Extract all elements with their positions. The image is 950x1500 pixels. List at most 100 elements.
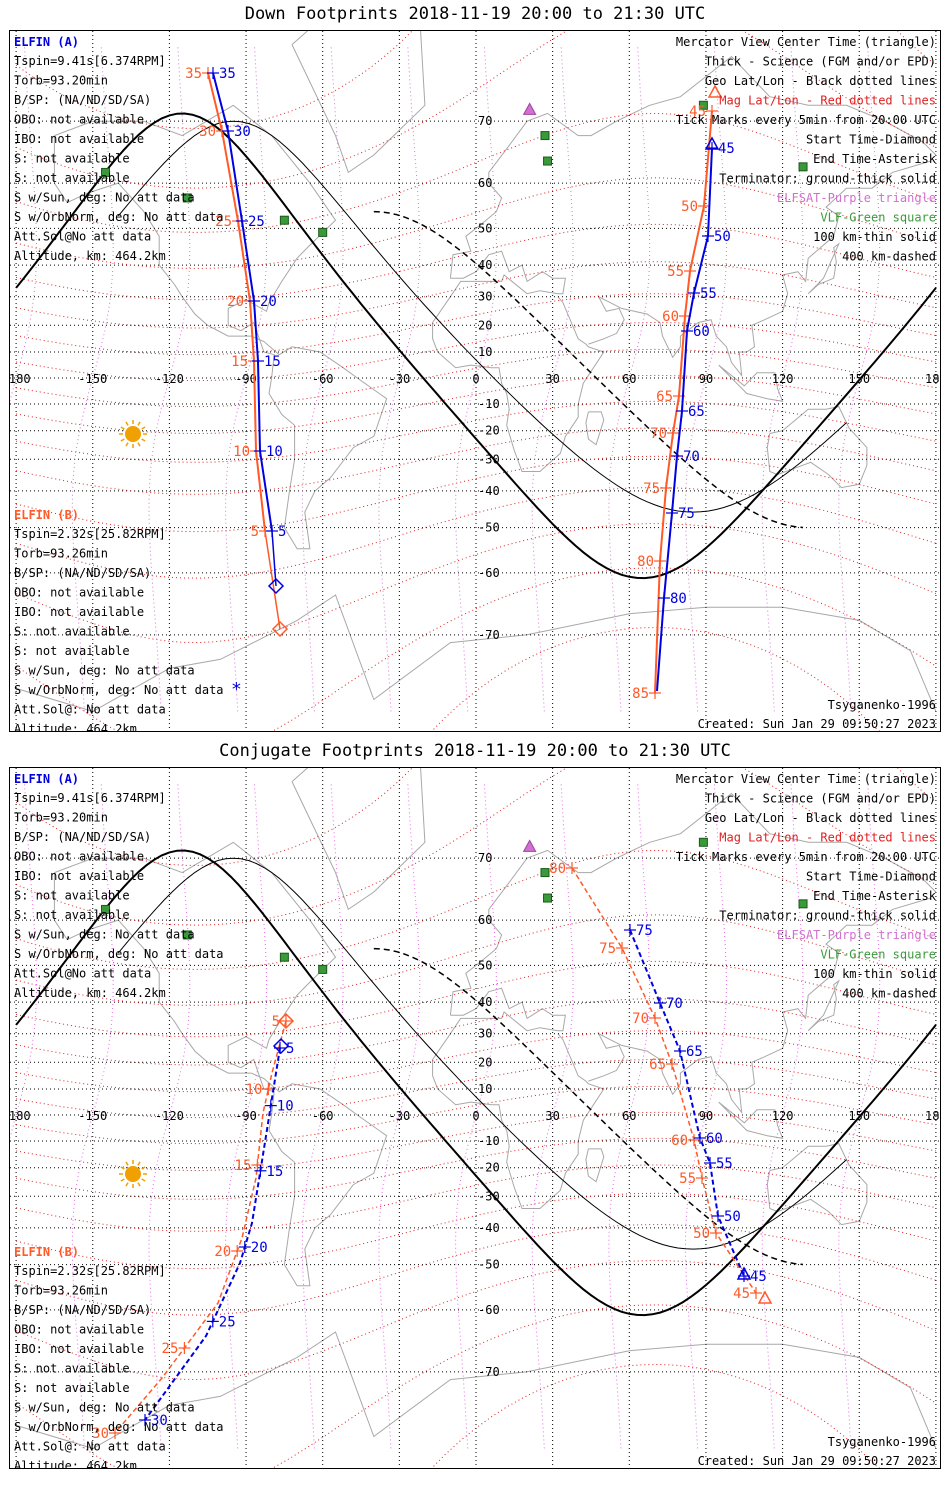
track-tick-label: 20 xyxy=(260,294,277,310)
coastline xyxy=(585,411,605,446)
legend-line: VLF-Green square xyxy=(820,948,936,962)
vlf-square xyxy=(279,952,289,962)
mag-parallel xyxy=(15,768,937,926)
elfin-a-start-diamond xyxy=(267,577,285,595)
vlf-square xyxy=(798,899,808,909)
mag-parallel xyxy=(15,223,937,301)
elfin-a-info-line: Tspin=9.41s[6.374RPM] xyxy=(14,791,166,805)
lat-label: -10 xyxy=(478,397,500,411)
track-tick-label: 10 xyxy=(266,444,283,460)
elfin-b-info-line: Torb=93.26min xyxy=(14,1284,108,1298)
legend-line: End Time-Asterisk xyxy=(813,889,937,903)
elfin-a-header: ELFIN (A) xyxy=(14,35,79,49)
lon-label: 120 xyxy=(772,1109,794,1123)
vlf-square xyxy=(543,156,553,166)
vlf-square xyxy=(318,964,328,974)
sun-ray xyxy=(120,438,125,442)
elfin-a-info-line: OBO: not available xyxy=(14,113,144,127)
elfin-a-info-line: Att.Sol@No att data xyxy=(14,967,151,981)
elfin-a-info-line: Tspin=9.41s[6.374RPM] xyxy=(14,54,166,68)
lat-label: -20 xyxy=(478,1161,500,1175)
elfin-a-center-triangle xyxy=(704,136,720,150)
model-label: Tsyganenko-1996 xyxy=(828,698,936,712)
lat-label: -30 xyxy=(478,1189,500,1203)
track-tick-label: 25 xyxy=(219,1314,236,1330)
lat-label: -50 xyxy=(478,521,500,535)
lon-label: -30 xyxy=(389,1109,411,1123)
legend-line: Mercator View Center Time (triangle) xyxy=(676,772,936,786)
coastline xyxy=(15,594,937,712)
elfin-b-info-line: Att.Sol@: No att data xyxy=(14,1440,166,1454)
model-label: Tsyganenko-1996 xyxy=(828,1435,936,1449)
elfsat-triangle xyxy=(522,102,537,115)
sun-ray xyxy=(141,438,146,442)
lat-label: -20 xyxy=(478,424,500,438)
elfin-b-info-line: S: not available xyxy=(14,644,130,658)
coastline xyxy=(807,979,841,1032)
elfin-a-info-line: Torb=93.20min xyxy=(14,74,108,88)
track-tick-label: 70 xyxy=(632,1011,649,1027)
elfin-a-info-line: Altitude, km: 464.2km xyxy=(14,986,166,1000)
lon-label: -90 xyxy=(235,372,257,386)
lat-label: 20 xyxy=(478,1055,492,1069)
track-tick-label: 5 xyxy=(251,524,259,540)
mag-parallel xyxy=(15,914,937,1006)
mag-parallel xyxy=(15,1224,937,1316)
track-tick-label: 50 xyxy=(681,199,698,215)
lat-label: -30 xyxy=(478,452,500,466)
lat-label: 50 xyxy=(478,958,492,972)
sun-ray xyxy=(125,442,129,447)
lat-label: -60 xyxy=(478,566,500,580)
legend-line: Terminator: ground-thick solid xyxy=(719,909,936,923)
lat-label: -50 xyxy=(478,1258,500,1272)
coastline xyxy=(807,242,841,295)
track-tick-label: 70 xyxy=(683,449,700,465)
lon-label: 180 xyxy=(925,372,941,386)
track-tick-label: 80 xyxy=(670,591,687,607)
mag-parallel xyxy=(15,1304,937,1468)
track-tick-label: 5 xyxy=(278,524,286,540)
elfin-a-info-line: IBO: not available xyxy=(14,869,144,883)
elfin-a-header: ELFIN (A) xyxy=(14,772,79,786)
legend-line: Start Time-Diamond xyxy=(806,870,936,884)
elfin-a-info-line: Altitude, km: 464.2km xyxy=(14,249,166,263)
mag-parallel xyxy=(16,1030,936,1093)
legend-line: Thick - Science (FGM and/or EPD) xyxy=(705,792,936,806)
coastline xyxy=(432,250,605,472)
mag-parallel xyxy=(15,487,937,579)
lat-label: 10 xyxy=(478,1082,492,1096)
sun-ray xyxy=(137,1182,141,1187)
legend-line: 400 km-dashed xyxy=(842,250,936,264)
mag-parallel xyxy=(15,455,937,533)
elfin-a-info-line: S: not available xyxy=(14,152,130,166)
coastline xyxy=(432,987,605,1209)
coastline xyxy=(588,897,931,1115)
elfin-a-track-east-tail xyxy=(656,597,665,692)
lon-label: 150 xyxy=(848,1109,870,1123)
lon-label: 120 xyxy=(772,372,794,386)
sun-ray xyxy=(125,1182,129,1187)
legend-line: End Time-Asterisk xyxy=(813,152,937,166)
track-tick-label: 20 xyxy=(227,294,244,310)
mag-parallel xyxy=(16,1085,936,1145)
lon-label: -180 xyxy=(10,1109,31,1123)
track-tick-label: 45 xyxy=(733,1286,750,1302)
legend-line: Terminator: ground-thick solid xyxy=(719,172,936,186)
mag-parallel xyxy=(15,1192,937,1270)
track-tick-label: 10 xyxy=(233,444,250,460)
elfin-b-center-triangle xyxy=(707,84,723,98)
elfin-a-info-line: B/SP: (NA/ND/SD/SA) xyxy=(14,830,151,844)
elfin-a-info-line: B/SP: (NA/ND/SD/SA) xyxy=(14,93,151,107)
elfin-b-start-diamond xyxy=(277,1012,295,1030)
lat-label: 20 xyxy=(478,318,492,332)
elfin-a-info-line: Torb=93.20min xyxy=(14,811,108,825)
mag-parallel xyxy=(16,293,936,356)
sun-ray xyxy=(141,1178,146,1182)
map-canvas-conjugate: -180 -150 -120 -90 -60 -30 0 30 60 90 120 150 180 70 6… xyxy=(10,768,940,1468)
lat-label: 50 xyxy=(478,221,492,235)
terminator-100km xyxy=(117,857,847,1250)
lon-label: -90 xyxy=(235,1109,257,1123)
elfsat-triangle xyxy=(522,839,537,852)
lon-label: 0 xyxy=(472,1109,479,1123)
map-panel-conjugate: -180 -150 -120 -90 -60 -30 0 30 60 90 120 150 180 70 6… xyxy=(9,767,941,1469)
